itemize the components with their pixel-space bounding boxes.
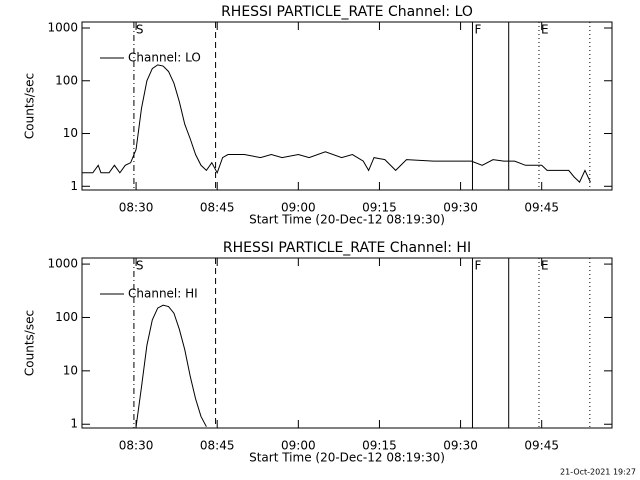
event-label: E (541, 23, 549, 37)
legend-label: Channel: LO (128, 51, 201, 65)
x-tick-label: 09:00 (281, 201, 316, 215)
x-tick-label: 09:00 (281, 439, 316, 453)
x-tick-label: 09:45 (524, 201, 559, 215)
chart-title: RHESSI PARTICLE_RATE Channel: HI (223, 240, 471, 256)
plot-frame (81, 21, 613, 191)
legend-label: Channel: HI (128, 287, 198, 301)
x-tick-label: 09:30 (443, 201, 478, 215)
x-tick-label: 09:15 (362, 201, 397, 215)
x-tick-label: 09:45 (524, 439, 559, 453)
event-label: F (474, 23, 481, 37)
y-axis-label: Counts/sec (23, 310, 37, 376)
x-tick-label: 09:30 (443, 439, 478, 453)
x-tick-label: 08:30 (119, 439, 154, 453)
data-line (82, 64, 591, 183)
x-axis-label: Start Time (20-Dec-12 08:19:30) (249, 213, 445, 227)
chart-title: RHESSI PARTICLE_RATE Channel: LO (221, 4, 473, 20)
event-label: F (474, 259, 481, 273)
x-tick-label: 08:45 (200, 439, 235, 453)
x-tick-label: 08:30 (119, 201, 154, 215)
y-tick-label: 10 (63, 363, 78, 377)
x-tick-label: 08:45 (200, 201, 235, 215)
y-tick-label: 10 (63, 126, 78, 140)
y-tick-label: 100 (55, 73, 78, 87)
data-line (135, 304, 207, 427)
event-label: E (541, 259, 549, 273)
plot-frame (81, 257, 613, 429)
y-tick-label: 1000 (47, 21, 78, 35)
event-label: S (136, 259, 144, 273)
event-label: S (136, 23, 144, 37)
y-tick-label: 1000 (47, 257, 78, 271)
y-tick-label: 1 (70, 417, 78, 431)
x-tick-label: 09:15 (362, 439, 397, 453)
y-tick-label: 100 (55, 310, 78, 324)
y-tick-label: 1 (70, 179, 78, 193)
footer: 21-Oct-2021 19:27 (560, 468, 636, 477)
x-axis-label: Start Time (20-Dec-12 08:19:30) (249, 451, 445, 465)
y-axis-label: Counts/sec (23, 73, 37, 139)
